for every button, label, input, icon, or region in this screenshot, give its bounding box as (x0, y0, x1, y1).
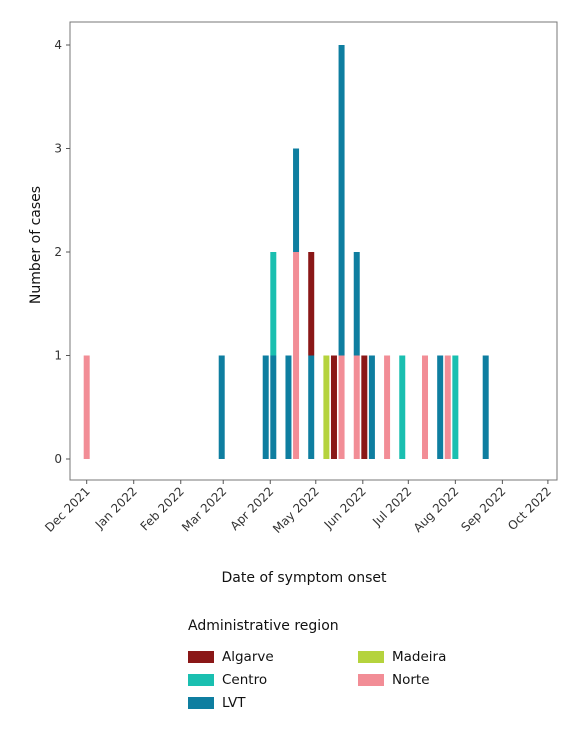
legend-title: Administrative region (188, 618, 339, 634)
bar-algarve (330, 355, 337, 459)
x-tick-label: Dec 2021 (42, 484, 93, 535)
legend-swatch-algarve (188, 651, 214, 663)
x-tick-label: Aug 2022 (411, 484, 462, 535)
bar-lvt (293, 148, 300, 252)
bar-lvt (270, 355, 277, 459)
bar-lvt (308, 355, 315, 459)
bar-lvt (285, 355, 292, 459)
bars-layer (83, 45, 489, 459)
bar-norte (83, 355, 90, 459)
bar-norte (444, 355, 451, 459)
bar-lvt (368, 355, 375, 459)
legend-grid: Algarve Madeira Centro Norte LVT (188, 648, 488, 712)
legend-item-algarve: Algarve (188, 648, 358, 666)
bar-madeira (323, 355, 330, 459)
legend-item-madeira: Madeira (358, 648, 478, 666)
legend: Administrative region Algarve Madeira Ce… (188, 618, 488, 712)
x-tick-label: Apr 2022 (228, 484, 277, 533)
legend-swatch-norte (358, 674, 384, 686)
bar-norte (422, 355, 429, 459)
bar-norte (338, 355, 345, 459)
legend-label-centro: Centro (222, 672, 268, 688)
x-axis-title: Date of symptom onset (222, 570, 387, 586)
x-tick-label: May 2022 (270, 484, 322, 536)
legend-label-madeira: Madeira (392, 649, 447, 665)
bar-lvt (218, 355, 225, 459)
bar-lvt (338, 45, 345, 356)
bar-centro (270, 252, 277, 356)
legend-item-centro: Centro (188, 671, 358, 689)
legend-swatch-madeira (358, 651, 384, 663)
x-tick-label: Jul 2022 (369, 484, 414, 529)
x-tick-label: Jan 2022 (92, 484, 140, 532)
legend-swatch-centro (188, 674, 214, 686)
bar-algarve (361, 355, 368, 459)
bar-norte (353, 355, 360, 459)
x-tick-label: Sep 2022 (458, 484, 508, 534)
legend-label-norte: Norte (392, 672, 430, 688)
bar-lvt (262, 355, 269, 459)
y-tick-label: 0 (54, 452, 62, 466)
y-axis-title: Number of cases (28, 186, 44, 304)
bar-norte (293, 252, 300, 459)
legend-swatch-lvt (188, 697, 214, 709)
bar-norte (384, 355, 391, 459)
bar-algarve (308, 252, 315, 356)
legend-label-lvt: LVT (222, 695, 246, 711)
y-axis: 0 1 2 3 4 (54, 38, 70, 466)
bar-lvt (437, 355, 444, 459)
y-tick-label: 2 (54, 245, 62, 259)
legend-label-algarve: Algarve (222, 649, 274, 665)
x-tick-label: Oct 2022 (505, 484, 554, 533)
y-tick-label: 4 (54, 38, 62, 52)
bar-centro (399, 355, 406, 459)
x-tick-label: Mar 2022 (179, 484, 229, 534)
y-tick-label: 3 (54, 142, 62, 156)
y-tick-label: 1 (54, 349, 62, 363)
legend-item-norte: Norte (358, 671, 478, 689)
x-tick-label: Jun 2022 (321, 484, 369, 532)
bar-centro (452, 355, 459, 459)
bar-lvt (482, 355, 489, 459)
bar-lvt (353, 252, 360, 356)
legend-item-lvt: LVT (188, 694, 358, 712)
